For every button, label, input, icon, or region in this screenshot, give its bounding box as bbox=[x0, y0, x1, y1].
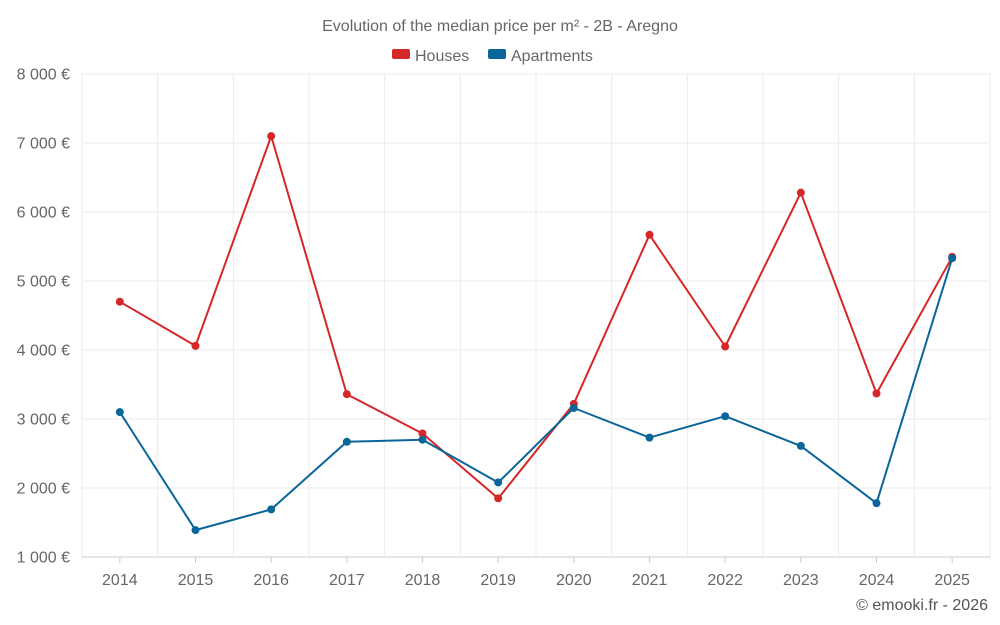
x-tick-label: 2022 bbox=[707, 572, 743, 589]
y-tick-label: 2 000 € bbox=[17, 481, 70, 498]
x-tick-label: 2019 bbox=[480, 572, 516, 589]
data-point-apartments bbox=[948, 254, 957, 263]
data-point-apartments bbox=[191, 526, 200, 535]
data-point-apartments bbox=[645, 433, 654, 442]
data-point-houses bbox=[191, 341, 200, 350]
x-tick-label: 2017 bbox=[329, 572, 365, 589]
legend-swatch-houses bbox=[392, 49, 410, 59]
data-point-houses bbox=[494, 494, 503, 503]
x-tick-label: 2014 bbox=[102, 572, 138, 589]
x-tick-label: 2021 bbox=[632, 572, 668, 589]
x-tick-label: 2023 bbox=[783, 572, 819, 589]
series-line-apartments bbox=[118, 257, 954, 532]
data-point-houses bbox=[872, 389, 881, 398]
data-point-houses bbox=[418, 429, 427, 438]
y-tick-label: 3 000 € bbox=[17, 412, 70, 429]
y-tick-label: 8 000 € bbox=[17, 67, 70, 84]
y-tick-label: 1 000 € bbox=[17, 550, 70, 567]
data-point-houses bbox=[721, 342, 730, 351]
x-tick-label: 2018 bbox=[405, 572, 441, 589]
legend-swatch-apartments bbox=[488, 49, 506, 59]
data-point-houses bbox=[267, 132, 276, 141]
grid bbox=[81, 73, 991, 558]
data-point-apartments bbox=[342, 437, 351, 446]
data-point-houses bbox=[115, 297, 124, 306]
data-point-apartments bbox=[872, 499, 881, 508]
x-tick-label: 2025 bbox=[934, 572, 970, 589]
credit: © emooki.fr - 2026 bbox=[856, 597, 988, 614]
data-point-apartments bbox=[418, 435, 427, 444]
x-tick-label: 2024 bbox=[859, 572, 895, 589]
x-axis-ticks: 2014 2015 2016 2017 2018 2019 2020 2021 2022 2023… bbox=[102, 557, 970, 589]
data-point-apartments bbox=[721, 412, 730, 421]
y-tick-label: 7 000 € bbox=[17, 136, 70, 153]
y-tick-label: 4 000 € bbox=[17, 343, 70, 360]
data-point-apartments bbox=[115, 408, 124, 417]
series-layer bbox=[115, 132, 957, 535]
data-point-apartments bbox=[494, 478, 503, 487]
chart-title: Evolution of the median price per m² - 2… bbox=[322, 18, 678, 35]
x-tick-label: 2020 bbox=[556, 572, 592, 589]
data-point-apartments bbox=[569, 403, 578, 412]
legend-label-apartments: Apartments bbox=[511, 48, 593, 65]
series-line-houses bbox=[119, 135, 954, 500]
y-tick-label: 5 000 € bbox=[17, 274, 70, 291]
y-tick-label: 6 000 € bbox=[17, 205, 70, 222]
data-point-houses bbox=[342, 390, 351, 399]
legend-label-houses: Houses bbox=[415, 48, 469, 65]
data-point-apartments bbox=[796, 441, 805, 450]
data-point-houses bbox=[796, 188, 805, 197]
data-point-apartments bbox=[267, 505, 276, 514]
x-tick-label: 2016 bbox=[253, 572, 289, 589]
data-point-houses bbox=[645, 230, 654, 239]
x-tick-label: 2015 bbox=[178, 572, 214, 589]
y-axis-ticks: 1 000 € 2 000 € 3 000 € 4 000 € 5 000 € 6 000… bbox=[17, 67, 70, 567]
legend: Houses Apartments bbox=[392, 48, 593, 65]
